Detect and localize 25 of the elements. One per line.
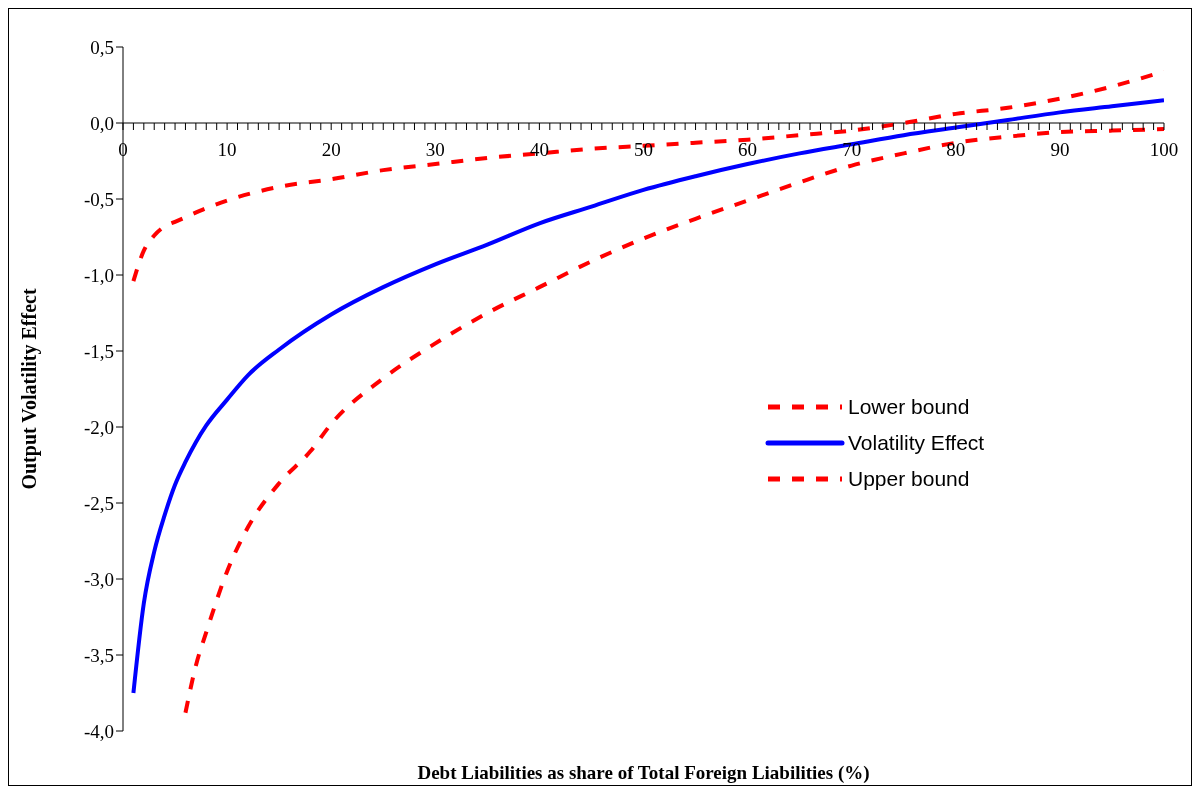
legend-label: Upper bound (848, 467, 970, 491)
x-tick-label: 100 (1149, 139, 1179, 160)
y-axis-title: Output Volatility Effect (18, 288, 42, 490)
x-tick-label: 60 (738, 139, 758, 160)
legend-label: Volatility Effect (848, 431, 985, 455)
x-axis-title: Debt Liabilities as share of Total Foreign Liabilities (%) (417, 762, 870, 784)
x-tick-label: 90 (1050, 139, 1070, 160)
y-tick-label: -1,0 (83, 264, 114, 286)
y-tick-label: -4,0 (83, 720, 114, 742)
legend-label: Lower bound (848, 395, 970, 419)
x-tick-label: 0 (118, 139, 128, 160)
x-tick-label: 20 (321, 139, 341, 160)
y-tick-label: -3,5 (83, 644, 114, 666)
x-tick-label: 50 (634, 139, 653, 160)
y-tick-label: -2,0 (83, 416, 114, 438)
y-tick-label: -2,5 (83, 492, 114, 514)
y-tick-label: 0,0 (90, 112, 114, 134)
x-tick-label: 10 (217, 139, 237, 160)
y-tick-label: -1,5 (83, 340, 114, 362)
y-tick-label: -3,0 (83, 568, 114, 590)
x-tick-label: 40 (529, 139, 549, 160)
x-tick-label: 30 (425, 139, 445, 160)
y-tick-label: -0,5 (83, 188, 114, 210)
x-tick-label: 80 (946, 139, 966, 160)
y-tick-label: 0,5 (90, 36, 114, 58)
